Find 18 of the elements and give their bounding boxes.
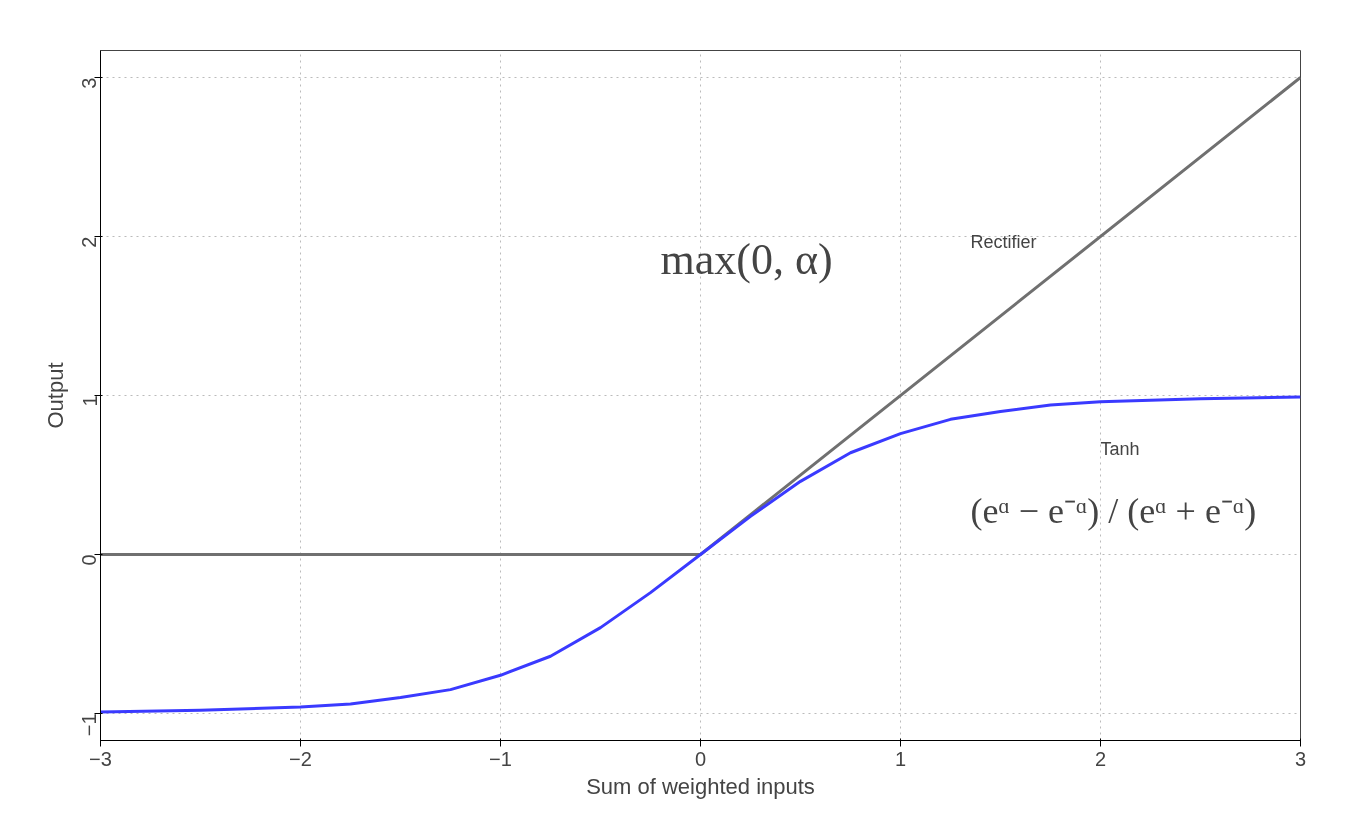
x-tick-label: −2 [289,747,312,770]
text: Tanh [1100,439,1140,460]
x-tick-label: −1 [489,747,512,770]
y-tick-label: 3 [78,77,101,89]
x-tick-label: 1 [894,747,907,770]
x-tick-label: 3 [1294,747,1307,770]
annotation: (eᵅ − e⁻ᵅ) / (eᵅ + e⁻ᵅ) [970,490,1257,531]
x-tick-label: −3 [89,747,112,770]
y-tick-label: 1 [78,395,101,407]
x-tick-label: 2 [1094,747,1107,770]
annotation: max(0, α) [660,235,833,285]
y-tick-label: 2 [78,236,101,248]
x-axis-title: Sum of weighted inputs [586,773,815,799]
y-axis-title: Output [42,362,68,429]
y-tick-label: −1 [78,713,101,737]
y-tick-label: 0 [78,554,101,566]
x-tick-label: 0 [694,747,707,770]
series-label: Rectifier [970,232,1037,253]
